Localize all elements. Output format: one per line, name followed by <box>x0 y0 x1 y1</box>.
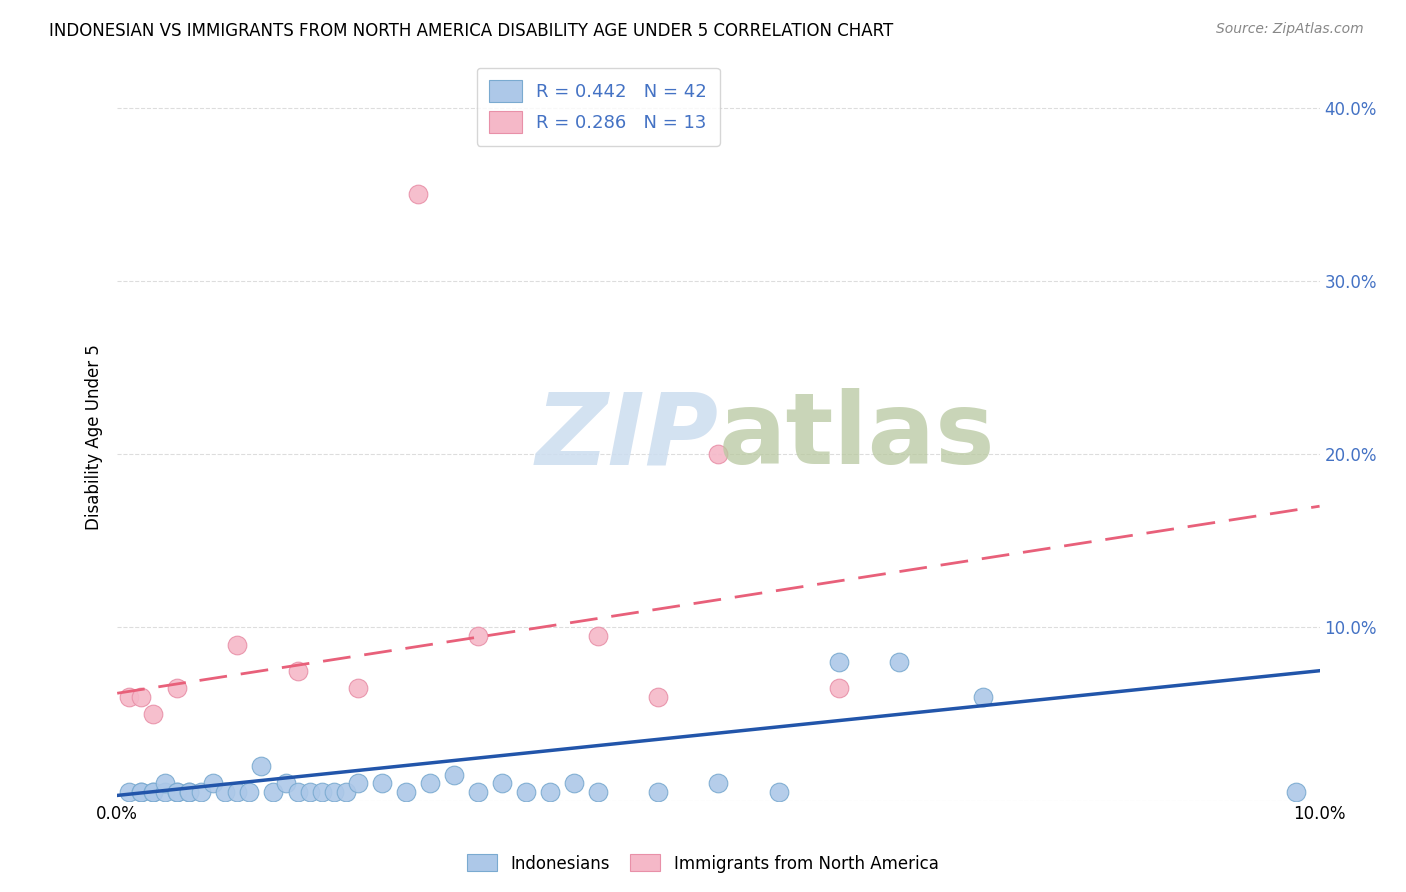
Point <box>166 785 188 799</box>
Point <box>118 690 141 704</box>
Point <box>346 776 368 790</box>
Point <box>263 785 285 799</box>
Point <box>142 785 165 799</box>
Point <box>467 785 489 799</box>
Point <box>129 690 152 704</box>
Point <box>887 655 910 669</box>
Text: ZIP: ZIP <box>536 388 718 485</box>
Point <box>287 664 309 678</box>
Point <box>972 690 994 704</box>
Point <box>287 785 309 799</box>
Point <box>586 785 609 799</box>
Point <box>562 776 585 790</box>
Point <box>647 785 669 799</box>
Y-axis label: Disability Age Under 5: Disability Age Under 5 <box>86 344 103 530</box>
Point <box>406 187 429 202</box>
Point <box>142 785 165 799</box>
Point <box>214 785 236 799</box>
Point <box>768 785 790 799</box>
Point <box>226 785 249 799</box>
Point <box>395 785 418 799</box>
Point <box>346 681 368 695</box>
Point <box>515 785 537 799</box>
Point <box>129 785 152 799</box>
Point <box>707 447 730 461</box>
Legend: Indonesians, Immigrants from North America: Indonesians, Immigrants from North Ameri… <box>461 847 945 880</box>
Point <box>322 785 344 799</box>
Point <box>586 629 609 643</box>
Point <box>202 776 225 790</box>
Point <box>298 785 321 799</box>
Text: INDONESIAN VS IMMIGRANTS FROM NORTH AMERICA DISABILITY AGE UNDER 5 CORRELATION C: INDONESIAN VS IMMIGRANTS FROM NORTH AMER… <box>49 22 893 40</box>
Point <box>129 785 152 799</box>
Point <box>827 655 849 669</box>
Point <box>467 629 489 643</box>
Point <box>370 776 392 790</box>
Point <box>274 776 297 790</box>
Point <box>179 785 201 799</box>
Point <box>443 767 465 781</box>
Point <box>190 785 212 799</box>
Point <box>1284 785 1306 799</box>
Point <box>155 785 177 799</box>
Point <box>335 785 357 799</box>
Point <box>238 785 260 799</box>
Text: Source: ZipAtlas.com: Source: ZipAtlas.com <box>1216 22 1364 37</box>
Point <box>226 638 249 652</box>
Point <box>707 776 730 790</box>
Point <box>166 785 188 799</box>
Point <box>647 690 669 704</box>
Point <box>155 776 177 790</box>
Point <box>827 681 849 695</box>
Text: atlas: atlas <box>718 388 995 485</box>
Point <box>250 759 273 773</box>
Point <box>142 706 165 721</box>
Point <box>179 785 201 799</box>
Point <box>166 681 188 695</box>
Point <box>419 776 441 790</box>
Point <box>491 776 513 790</box>
Point <box>311 785 333 799</box>
Point <box>538 785 561 799</box>
Point <box>118 785 141 799</box>
Legend: R = 0.442   N = 42, R = 0.286   N = 13: R = 0.442 N = 42, R = 0.286 N = 13 <box>477 68 720 146</box>
